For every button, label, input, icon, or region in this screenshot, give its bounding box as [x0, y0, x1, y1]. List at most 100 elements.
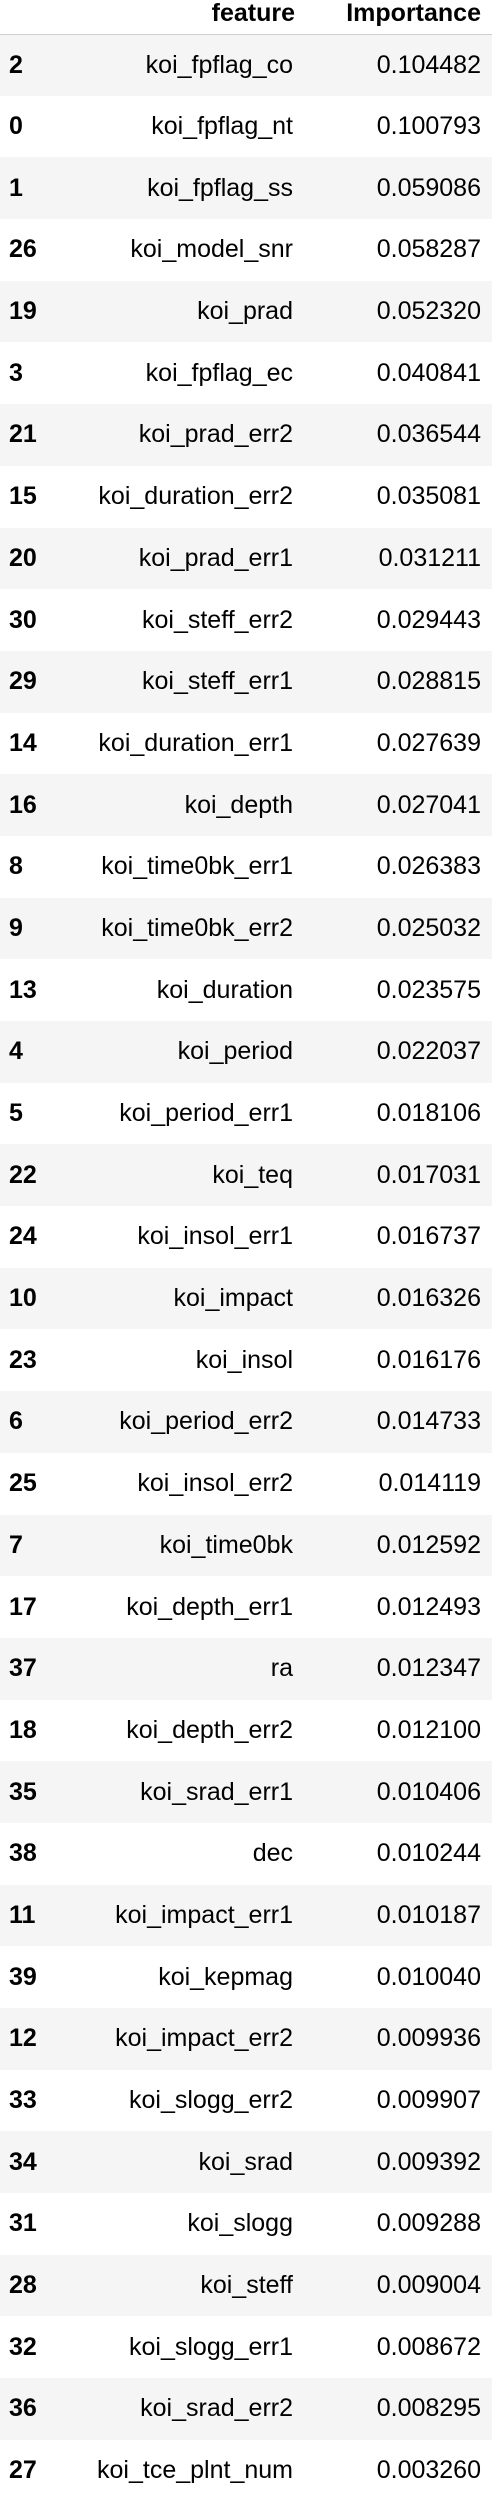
table-row: 9 koi_time0bk_err2 0.025032: [0, 897, 492, 960]
row-index: 14: [9, 728, 37, 757]
importance-cell: 0.023575: [376, 975, 481, 1004]
row-index: 18: [9, 1715, 37, 1744]
importance-cell: 0.009288: [376, 2209, 481, 2238]
importance-cell: 0.010244: [376, 1839, 481, 1868]
row-index: 10: [9, 1284, 37, 1313]
table-row: 37 ra 0.012347: [0, 1637, 492, 1700]
table-row: 19 koi_prad 0.052320: [0, 280, 492, 343]
feature-cell: koi_insol_err2: [137, 1469, 293, 1498]
feature-cell: koi_model_snr: [130, 235, 293, 264]
feature-cell: koi_steff: [200, 2271, 293, 2300]
table-row: 29 koi_steff_err1 0.028815: [0, 650, 492, 713]
feature-cell: koi_slogg_err2: [129, 2086, 293, 2115]
table-row: 38 dec 0.010244: [0, 1822, 492, 1885]
row-index: 16: [9, 790, 37, 819]
table-row: 30 koi_steff_err2 0.029443: [0, 589, 492, 651]
importance-cell: 0.035081: [376, 482, 481, 511]
table-row: 25 koi_insol_err2 0.014119: [0, 1452, 492, 1515]
header-row: feature Importance: [0, 0, 492, 35]
index-column-header: [0, 0, 44, 35]
row-index: 8: [9, 852, 23, 881]
table-body: 2 koi_fpflag_co 0.104482 0 koi_fpflag_nt 0.10…: [0, 34, 492, 2502]
feature-column-header: feature: [44, 0, 306, 35]
row-index: 4: [9, 1037, 23, 1066]
row-index: 35: [9, 1777, 37, 1806]
feature-cell: koi_fpflag_co: [145, 50, 293, 79]
importance-cell: 0.012493: [376, 1592, 481, 1621]
feature-cell: koi_kepmag: [158, 1962, 293, 1991]
feature-cell: koi_period: [177, 1037, 293, 1066]
row-index: 9: [9, 913, 23, 942]
table-row: 22 koi_teq 0.017031: [0, 1144, 492, 1207]
feature-cell: ra: [270, 1654, 293, 1683]
importance-cell: 0.028815: [376, 667, 481, 696]
table-row: 31 koi_slogg 0.009288: [0, 2193, 492, 2255]
feature-cell: koi_tce_plnt_num: [97, 2456, 293, 2485]
table-row: 23 koi_insol 0.016176: [0, 1329, 492, 1392]
feature-cell: koi_period_err1: [119, 1099, 293, 1128]
feature-cell: koi_fpflag_nt: [151, 112, 293, 141]
feature-cell: koi_depth: [184, 790, 293, 819]
importance-cell: 0.017031: [376, 1160, 481, 1189]
importance-cell: 0.059086: [376, 173, 481, 202]
table-row: 17 koi_depth_err1 0.012493: [0, 1576, 492, 1638]
row-index: 31: [9, 2209, 37, 2238]
importance-cell: 0.014119: [378, 1469, 481, 1498]
feature-cell: koi_insol: [195, 1345, 293, 1374]
table-row: 3 koi_fpflag_ec 0.040841: [0, 342, 492, 405]
feature-cell: koi_impact_err2: [115, 2024, 293, 2053]
feature-cell: koi_period_err2: [119, 1407, 293, 1436]
importance-cell: 0.010187: [376, 1900, 481, 1929]
importance-cell: 0.012592: [376, 1530, 481, 1559]
feature-cell: koi_slogg: [187, 2209, 293, 2238]
feature-cell: koi_slogg_err1: [129, 2332, 293, 2361]
row-index: 29: [9, 667, 37, 696]
feature-cell: koi_time0bk: [159, 1530, 293, 1559]
row-index: 11: [9, 1900, 36, 1929]
table-row: 5 koi_period_err1 0.018106: [0, 1082, 492, 1145]
importance-cell: 0.012100: [376, 1715, 481, 1744]
importance-cell: 0.016737: [376, 1222, 481, 1251]
table-row: 10 koi_impact 0.016326: [0, 1267, 492, 1330]
feature-cell: koi_duration: [156, 975, 293, 1004]
importance-cell: 0.026383: [376, 852, 481, 881]
row-index: 7: [9, 1530, 23, 1559]
table-row: 14 koi_duration_err1 0.027639: [0, 712, 492, 775]
row-index: 33: [9, 2086, 37, 2115]
feature-cell: koi_fpflag_ss: [147, 173, 293, 202]
table-row: 1 koi_fpflag_ss 0.059086: [0, 157, 492, 220]
row-index: 2: [9, 50, 23, 79]
row-index: 34: [9, 2147, 37, 2176]
table-row: 24 koi_insol_err1 0.016737: [0, 1206, 492, 1268]
importance-cell: 0.010406: [376, 1777, 481, 1806]
feature-cell: koi_prad_err1: [138, 543, 293, 572]
importance-cell: 0.016176: [376, 1345, 481, 1374]
feature-cell: koi_steff_err2: [141, 605, 293, 634]
feature-cell: koi_impact_err1: [115, 1900, 293, 1929]
row-index: 25: [9, 1469, 37, 1498]
table-row: 33 koi_slogg_err2 0.009907: [0, 2069, 492, 2132]
importance-cell: 0.100793: [376, 112, 481, 141]
importance-cell: 0.018106: [376, 1099, 481, 1128]
importance-cell: 0.009907: [376, 2086, 481, 2115]
importance-cell: 0.022037: [376, 1037, 481, 1066]
importance-cell: 0.052320: [376, 297, 481, 326]
table-row: 35 koi_srad_err1 0.010406: [0, 1761, 492, 1823]
table-row: 21 koi_prad_err2 0.036544: [0, 404, 492, 466]
row-index: 0: [9, 112, 23, 141]
row-index: 19: [9, 297, 37, 326]
importance-cell: 0.031211: [378, 543, 481, 572]
table-header: feature Importance: [0, 0, 492, 35]
importance-cell: 0.009936: [376, 2024, 481, 2053]
feature-cell: koi_srad_err2: [140, 2394, 293, 2423]
importance-cell: 0.009392: [376, 2147, 481, 2176]
feature-cell: koi_time0bk_err2: [101, 913, 293, 942]
row-index: 36: [9, 2394, 37, 2423]
feature-cell: koi_prad_err2: [138, 420, 293, 449]
importance-cell: 0.009004: [376, 2271, 481, 2300]
table-row: 13 koi_duration 0.023575: [0, 959, 492, 1021]
importance-cell: 0.010040: [376, 1962, 481, 1991]
row-index: 30: [9, 605, 37, 634]
table-row: 18 koi_depth_err2 0.012100: [0, 1699, 492, 1762]
